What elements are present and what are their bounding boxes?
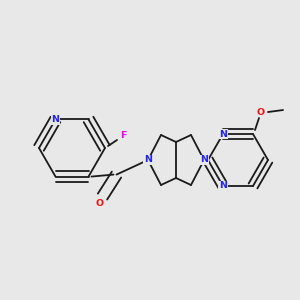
Text: N: N	[144, 155, 152, 164]
Text: N: N	[52, 115, 59, 124]
Text: N: N	[219, 182, 227, 190]
Text: N: N	[200, 155, 208, 164]
Text: O: O	[95, 199, 104, 208]
Text: F: F	[120, 131, 126, 140]
Text: N: N	[219, 130, 227, 139]
Text: O: O	[257, 107, 265, 116]
